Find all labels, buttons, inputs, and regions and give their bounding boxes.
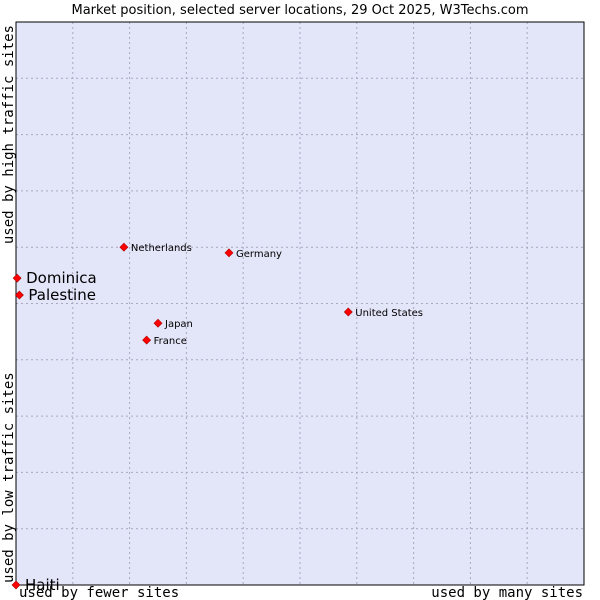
point-label-haiti: Haiti xyxy=(25,576,60,594)
point-label-japan: Japan xyxy=(164,319,193,330)
point-marker-palestine xyxy=(14,290,24,300)
point-marker-haiti xyxy=(11,580,21,590)
point-marker-united-states xyxy=(343,307,353,317)
chart-title: Market position, selected server locatio… xyxy=(71,3,528,18)
point-label-france: France xyxy=(154,336,187,347)
y-axis-label-bottom: used by low traffic sites xyxy=(1,372,17,583)
point-label-palestine: Palestine xyxy=(28,286,96,304)
grid xyxy=(16,22,584,585)
point-marker-germany xyxy=(224,248,234,258)
y-axis-label-top: used by high traffic sites xyxy=(1,25,17,244)
point-label-dominica: Dominica xyxy=(26,269,97,287)
point-label-germany: Germany xyxy=(236,249,282,260)
point-marker-netherlands xyxy=(119,242,129,252)
point-marker-dominica xyxy=(12,273,22,283)
plot-border xyxy=(15,21,585,586)
point-marker-japan xyxy=(153,318,163,328)
x-axis-label-left: used by fewer sites xyxy=(19,585,179,600)
point-label-netherlands: Netherlands xyxy=(131,243,192,254)
x-axis-label-right: used by many sites xyxy=(431,585,583,600)
point-marker-france xyxy=(142,335,152,345)
point-label-united-states: United States xyxy=(355,308,423,319)
